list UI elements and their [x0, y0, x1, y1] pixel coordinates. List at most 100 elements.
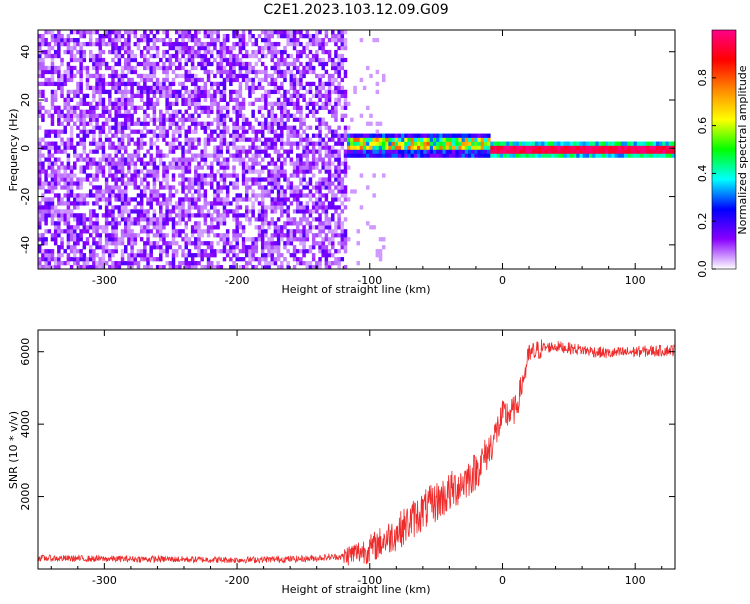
spectrogram-cell	[372, 37, 376, 43]
spectrogram-cell	[267, 73, 271, 79]
spectrogram-cell	[127, 157, 131, 162]
spectrogram-cell	[88, 121, 93, 126]
spectrogram-cell	[104, 41, 109, 47]
spectrogram-cell	[53, 145, 58, 150]
spectrogram-cell	[315, 157, 319, 162]
spectrogram-cell	[197, 49, 201, 55]
spectrogram-cell	[117, 45, 122, 51]
spectrogram-cell	[515, 141, 520, 146]
spectrogram-cell	[324, 257, 329, 262]
spectrogram-cell	[337, 173, 341, 178]
spectrogram-cell	[174, 73, 179, 79]
spectrogram-cell	[149, 141, 153, 146]
spectrogram-cell	[283, 189, 287, 194]
spectrogram-cell	[44, 129, 48, 134]
spectrogram-cell	[41, 89, 45, 95]
spectrogram-cell	[401, 149, 405, 154]
spectrogram-cell	[665, 149, 669, 154]
spectrogram-cell	[136, 41, 141, 47]
colorbar-tick-label: 0.4	[696, 165, 709, 183]
spectrogram-cell	[203, 265, 208, 269]
spectrogram-cell	[295, 30, 300, 35]
spectrogram-cell	[171, 89, 176, 95]
spectrogram-cell	[104, 177, 109, 182]
spectrogram-cell	[53, 141, 58, 146]
spectrogram-cell	[305, 217, 310, 222]
spectrogram-cell	[114, 217, 118, 222]
spectrogram-cell	[130, 69, 134, 75]
spectrogram-cell	[299, 93, 303, 99]
spectrogram-cell	[410, 153, 415, 158]
spectrogram-cell	[624, 149, 628, 154]
spectrogram-cell	[311, 33, 316, 39]
spectrogram-cell	[331, 241, 335, 246]
spectrogram-cell	[327, 81, 332, 87]
spectrogram-cell	[44, 65, 48, 71]
spectrogram-cell	[190, 141, 195, 146]
spectrogram-cell	[79, 233, 83, 238]
spectrogram-cell	[152, 189, 157, 194]
spectrogram-cell	[174, 265, 179, 269]
spectrogram-cell	[73, 145, 77, 150]
spectrogram-cell	[531, 149, 536, 154]
spectrogram-cell	[184, 165, 188, 170]
spectrogram-cell	[209, 49, 214, 55]
spectrogram-cell	[292, 165, 297, 170]
spectrogram-cell	[187, 209, 192, 214]
spectrogram-cell	[162, 129, 166, 134]
spectrogram-cell	[117, 33, 122, 39]
spectrogram-cell	[292, 41, 297, 47]
spectrogram-cell	[410, 149, 415, 154]
spectrogram-cell	[493, 145, 497, 150]
spectrogram-cell	[216, 53, 220, 59]
spectrogram-cell	[238, 193, 243, 198]
spectrogram-cell	[63, 105, 67, 110]
spectrogram-cell	[165, 57, 169, 63]
spectrogram-cell	[123, 57, 128, 63]
spectrogram-cell	[289, 30, 294, 35]
spectrogram-cell	[295, 41, 300, 47]
spectrogram-cell	[190, 225, 195, 230]
spectrogram-cell	[171, 137, 176, 142]
spectrogram-cell	[79, 121, 83, 126]
spectrogram-cell	[467, 133, 472, 138]
spectrogram-cell	[146, 65, 150, 71]
spectrogram-cell	[60, 241, 64, 246]
spectrogram-cell	[88, 53, 93, 59]
spectrogram-cell	[60, 229, 64, 234]
spectrogram-cell	[108, 189, 112, 194]
spectrogram-cell	[248, 93, 252, 99]
spectrogram-cell	[213, 217, 217, 222]
spectrogram-cell	[174, 113, 179, 118]
spectrogram-cell	[617, 145, 622, 150]
spectrogram-cell	[245, 41, 249, 47]
spectrogram-cell	[238, 157, 243, 162]
spectrogram-cell	[378, 257, 383, 262]
spectrogram-cell	[69, 117, 74, 122]
spectrogram-cell	[397, 133, 402, 138]
spectrogram-cell	[318, 125, 322, 130]
spectrogram-cell	[337, 37, 341, 43]
spectrogram-cell	[251, 145, 255, 150]
spectrogram-cell	[165, 177, 169, 182]
spectrogram-cell	[235, 209, 239, 214]
spectrogram-cell	[305, 89, 310, 95]
spectrogram-cell	[184, 257, 188, 262]
spectrogram-cell	[85, 261, 90, 266]
spectrogram-cell	[98, 57, 102, 63]
spectrogram-cell	[318, 157, 322, 162]
spectrogram-cell	[318, 41, 322, 47]
spectrogram-cell	[41, 213, 45, 218]
spectrogram-cell	[85, 165, 90, 170]
spectrogram-cell	[251, 125, 255, 130]
spectrogram-cell	[461, 149, 466, 154]
spectrogram-cell	[98, 81, 102, 87]
spectrogram-cell	[79, 229, 83, 234]
spectrogram-cell	[270, 57, 274, 63]
spectrogram-cell	[318, 89, 322, 95]
spectrogram-cell	[302, 33, 306, 39]
spectrogram-cell	[127, 169, 131, 174]
spectrogram-cell	[219, 97, 224, 102]
spectrogram-cell	[108, 169, 112, 174]
spectrogram-cell	[41, 165, 45, 170]
